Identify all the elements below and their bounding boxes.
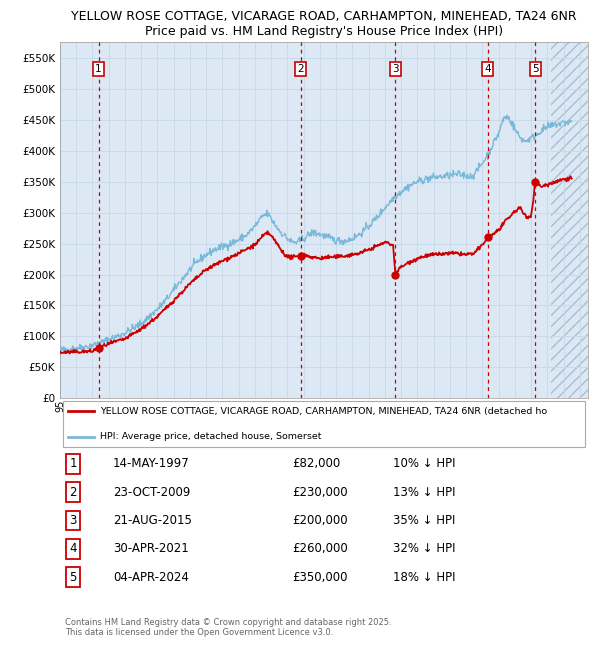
Text: 2: 2 <box>297 64 304 74</box>
Text: 4: 4 <box>70 542 77 555</box>
Text: 5: 5 <box>532 64 539 74</box>
Text: 32% ↓ HPI: 32% ↓ HPI <box>392 542 455 555</box>
Text: 3: 3 <box>70 514 77 527</box>
Text: 18% ↓ HPI: 18% ↓ HPI <box>392 571 455 584</box>
Text: YELLOW ROSE COTTAGE, VICARAGE ROAD, CARHAMPTON, MINEHEAD, TA24 6NR (detached ho: YELLOW ROSE COTTAGE, VICARAGE ROAD, CARH… <box>100 407 547 415</box>
Title: YELLOW ROSE COTTAGE, VICARAGE ROAD, CARHAMPTON, MINEHEAD, TA24 6NR
Price paid vs: YELLOW ROSE COTTAGE, VICARAGE ROAD, CARH… <box>71 10 577 38</box>
Text: 3: 3 <box>392 64 398 74</box>
Text: 5: 5 <box>70 571 77 584</box>
Text: 4: 4 <box>484 64 491 74</box>
Text: 2: 2 <box>70 486 77 499</box>
Text: 14-MAY-1997: 14-MAY-1997 <box>113 458 190 471</box>
FancyBboxPatch shape <box>62 401 586 447</box>
Text: Contains HM Land Registry data © Crown copyright and database right 2025.
This d: Contains HM Land Registry data © Crown c… <box>65 618 392 637</box>
Text: 04-APR-2024: 04-APR-2024 <box>113 571 188 584</box>
Text: £200,000: £200,000 <box>292 514 348 527</box>
Text: 21-AUG-2015: 21-AUG-2015 <box>113 514 191 527</box>
Text: £230,000: £230,000 <box>292 486 348 499</box>
Text: 30-APR-2021: 30-APR-2021 <box>113 542 188 555</box>
Text: 1: 1 <box>70 458 77 471</box>
Text: 13% ↓ HPI: 13% ↓ HPI <box>392 486 455 499</box>
Text: £260,000: £260,000 <box>292 542 348 555</box>
Text: HPI: Average price, detached house, Somerset: HPI: Average price, detached house, Some… <box>100 432 321 441</box>
Text: 1: 1 <box>95 64 102 74</box>
Text: 23-OCT-2009: 23-OCT-2009 <box>113 486 190 499</box>
Text: £350,000: £350,000 <box>292 571 348 584</box>
Text: £82,000: £82,000 <box>292 458 341 471</box>
Text: 10% ↓ HPI: 10% ↓ HPI <box>392 458 455 471</box>
Text: 35% ↓ HPI: 35% ↓ HPI <box>392 514 455 527</box>
